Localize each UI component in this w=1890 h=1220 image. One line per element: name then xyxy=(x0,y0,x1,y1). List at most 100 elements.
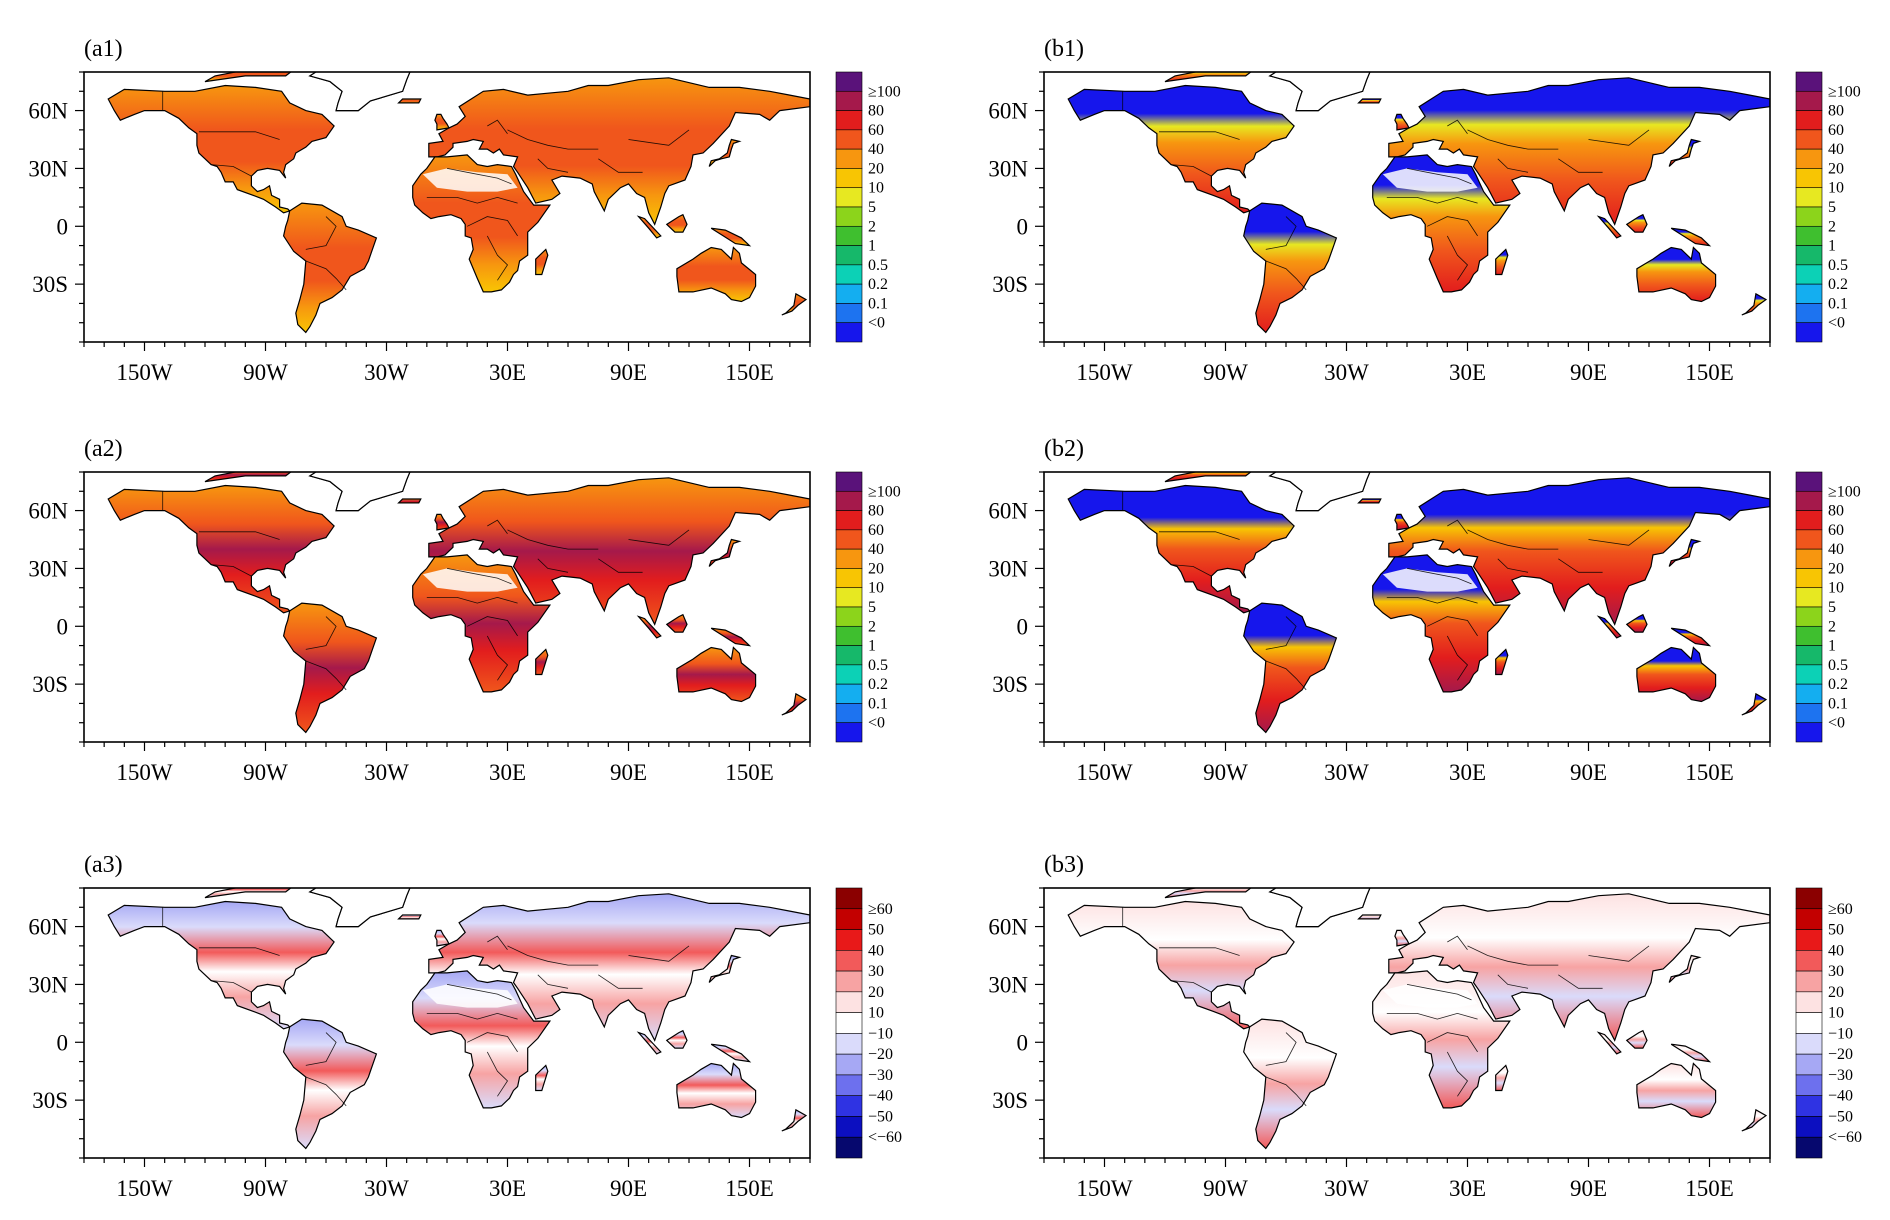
lon-tick-label: 90E xyxy=(1570,1176,1607,1201)
country-border xyxy=(1265,616,1297,650)
colorbar-swatch xyxy=(835,245,863,266)
land-borneo xyxy=(1625,213,1648,233)
country-border xyxy=(537,158,569,173)
country-border xyxy=(1386,596,1478,604)
colorbar-swatch xyxy=(1795,303,1823,324)
lon-tick-label: 150W xyxy=(116,360,173,385)
country-border xyxy=(486,635,509,681)
country-border xyxy=(426,596,518,604)
lat-tick-label: 30N xyxy=(28,972,68,997)
colorbar-label: −30 xyxy=(868,1067,893,1084)
colorbar-swatch xyxy=(835,510,863,531)
country-border xyxy=(446,168,512,185)
land-africa xyxy=(1372,154,1511,293)
colorbar-swatch xyxy=(835,950,863,972)
country-border xyxy=(628,129,690,146)
land-africa xyxy=(1372,554,1511,693)
land-sumatra xyxy=(636,615,662,639)
land-africa xyxy=(1372,970,1511,1109)
colorbar-label: 60 xyxy=(1828,522,1844,539)
country-border xyxy=(1406,168,1472,185)
map-area xyxy=(1044,888,1770,1158)
colorbar-label: 10 xyxy=(868,180,884,197)
map-area xyxy=(84,72,810,342)
lon-tick-label: 150W xyxy=(1076,1176,1133,1201)
colorbar-b2: ≥100 80 60 40 20 10 5 2 1 0.5 0.2 0.1 <0 xyxy=(1795,471,1861,743)
lon-tick-label: 150E xyxy=(1685,1176,1734,1201)
map-panel-b1: (b1) 150W 90W 30W 30E 90E 150E 60N 30N 0 30S ≥100 80… xyxy=(988,36,1860,385)
lat-tick-label: 30S xyxy=(992,272,1028,297)
colorbar-label: ≥100 xyxy=(868,483,901,500)
lon-tick-label: 150W xyxy=(116,1176,173,1201)
country-border xyxy=(1159,947,1240,956)
colorbar-label: −30 xyxy=(1828,1067,1853,1084)
land-north-america xyxy=(1067,84,1295,214)
land-japan xyxy=(708,138,742,167)
land-eurasia xyxy=(1388,893,1770,1042)
colorbar-swatch xyxy=(1795,264,1823,285)
lat-tick-label: 60N xyxy=(28,99,68,124)
land-borneo xyxy=(665,613,688,633)
colorbar-swatch xyxy=(1795,1012,1823,1034)
colorbar-label: −20 xyxy=(1828,1046,1853,1063)
country-border xyxy=(486,235,509,281)
land-australia xyxy=(1636,1062,1717,1119)
land-north-america xyxy=(107,484,335,614)
land-arctic-islands xyxy=(1164,472,1252,483)
colorbar-label: −40 xyxy=(868,1088,893,1105)
colorbar-label: −10 xyxy=(868,1025,893,1042)
land-uk xyxy=(434,929,450,947)
land-north-america xyxy=(107,900,335,1030)
land-new-guinea xyxy=(1670,227,1712,247)
lat-tick-label: 30N xyxy=(28,556,68,581)
land-south-america xyxy=(1243,202,1338,334)
land-australia xyxy=(676,246,757,303)
land-japan xyxy=(708,538,742,567)
desert-nodata xyxy=(1382,984,1478,1008)
land-australia xyxy=(676,1062,757,1119)
country-border xyxy=(598,974,643,989)
land-africa xyxy=(412,554,552,693)
colorbar-label: 40 xyxy=(1828,141,1844,158)
colorbar-label: ≥60 xyxy=(1828,901,1853,918)
land-arctic-islands xyxy=(1164,72,1252,83)
lat-tick-label: 0 xyxy=(1017,614,1029,639)
panel-label-a3: (a3) xyxy=(84,852,123,878)
colorbar-swatch xyxy=(835,1033,863,1055)
country-border xyxy=(305,616,337,650)
map-panel-a3: (a3) 150W 90W 30W 30E 90E 150E 60N 30N 0 30S ≥60 50 4… xyxy=(28,852,902,1201)
colorbar-b1: ≥100 80 60 40 20 10 5 2 1 0.5 0.2 0.1 <0 xyxy=(1795,71,1861,343)
lon-tick-label: 30W xyxy=(1324,360,1369,385)
colorbar-swatch xyxy=(835,71,863,92)
land-sumatra xyxy=(1596,615,1622,639)
country-border xyxy=(1427,1032,1478,1053)
land-madagascar xyxy=(1495,1064,1509,1092)
colorbar-label: 60 xyxy=(1828,122,1844,139)
land-sumatra xyxy=(1596,215,1622,239)
lat-tick-label: 30S xyxy=(32,672,68,697)
country-border xyxy=(487,519,508,534)
lon-tick-label: 150E xyxy=(725,360,774,385)
lon-tick-label: 90E xyxy=(1570,360,1607,385)
country-border xyxy=(467,216,518,237)
colorbar-label: 10 xyxy=(868,1005,884,1022)
map-panel-b2: (b2) 150W 90W 30W 30E 90E 150E 60N 30N 0 30S ≥100 80… xyxy=(988,436,1860,785)
colorbar-b3: ≥60 50 40 30 20 10 −10 −20 −30 −40 −50 <−60 xyxy=(1795,887,1862,1159)
greenland-nodata xyxy=(1268,472,1371,512)
land-uk xyxy=(434,513,450,531)
lon-tick-label: 150W xyxy=(1076,760,1133,785)
colorbar-swatch xyxy=(835,129,863,150)
land-japan xyxy=(1668,538,1702,567)
country-border xyxy=(1406,568,1472,585)
country-border xyxy=(1159,131,1240,140)
country-border xyxy=(198,131,280,140)
colorbar-label: 0.1 xyxy=(868,695,888,712)
greenland-nodata xyxy=(308,472,411,512)
country-border xyxy=(486,1051,509,1097)
colorbar-label: 40 xyxy=(1828,942,1844,959)
lon-tick-label: 30W xyxy=(364,1176,409,1201)
colorbar-swatch xyxy=(1795,1136,1823,1159)
land-australia xyxy=(1636,646,1717,703)
lat-tick-label: 30S xyxy=(32,1088,68,1113)
